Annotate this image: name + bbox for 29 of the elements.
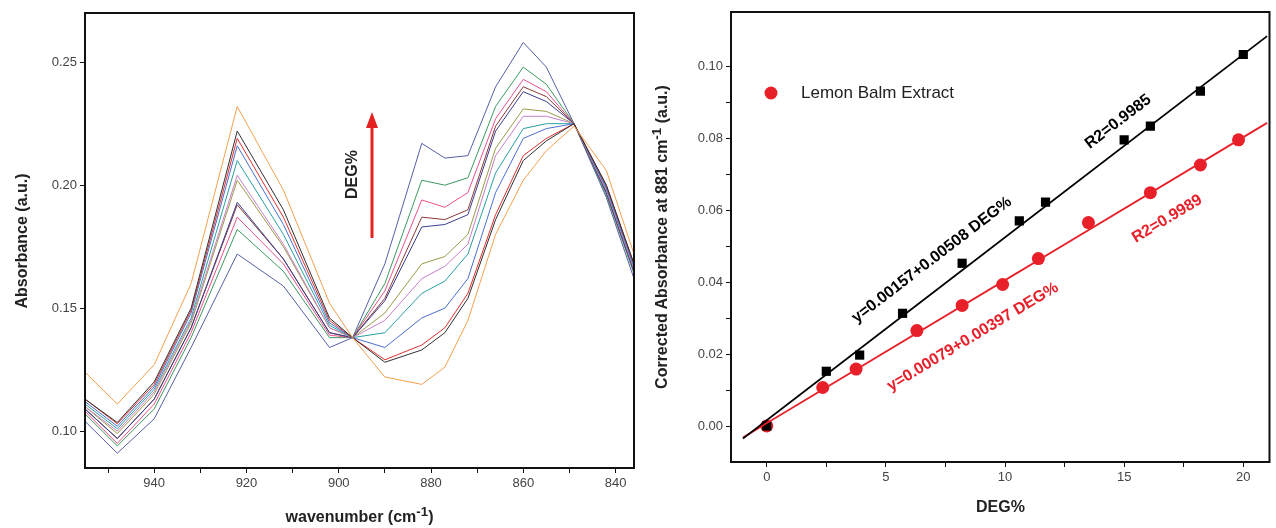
x-axis-title: wavenumber (cm$^{-1}$) bbox=[285, 504, 434, 527]
point bbox=[1040, 197, 1051, 207]
y-tick-label: 0.10 bbox=[51, 422, 77, 438]
y-tick-label: 0.08 bbox=[697, 129, 723, 145]
x-tick-label: 900 bbox=[327, 475, 350, 491]
point bbox=[855, 350, 865, 360]
x-tick-label: 15 bbox=[1116, 469, 1132, 485]
point bbox=[1081, 216, 1095, 230]
y-axis-title: Absorbance (a.u.) bbox=[12, 172, 31, 309]
x-tick-label: 940 bbox=[143, 475, 166, 491]
x-tick-label: 920 bbox=[235, 475, 258, 491]
y-tick-label: 0.25 bbox=[51, 53, 77, 69]
x-tick-label: 880 bbox=[420, 475, 442, 491]
y-tick-label: 0.02 bbox=[697, 345, 723, 361]
x-tick-label: 10 bbox=[997, 469, 1013, 485]
x-tick-label: 0 bbox=[763, 469, 771, 485]
x-axis-title: DEG% bbox=[976, 498, 1025, 516]
y-tick-label: 0.20 bbox=[51, 176, 77, 192]
y-tick-label: 0.06 bbox=[697, 201, 723, 217]
legend-label: Lemon Balm Extract bbox=[801, 82, 955, 102]
x-tick-label: 840 bbox=[604, 475, 627, 491]
x-tick-label: 860 bbox=[512, 475, 535, 491]
y-tick-label: 0.10 bbox=[697, 57, 723, 73]
y-tick-label: 0.00 bbox=[697, 417, 723, 433]
x-tick-label: 20 bbox=[1236, 469, 1251, 485]
x-tick-label: 5 bbox=[882, 469, 890, 485]
y-tick-label: 0.15 bbox=[51, 299, 77, 315]
y-tick-label: 0.04 bbox=[697, 273, 723, 289]
annotation: DEG% bbox=[342, 150, 360, 199]
